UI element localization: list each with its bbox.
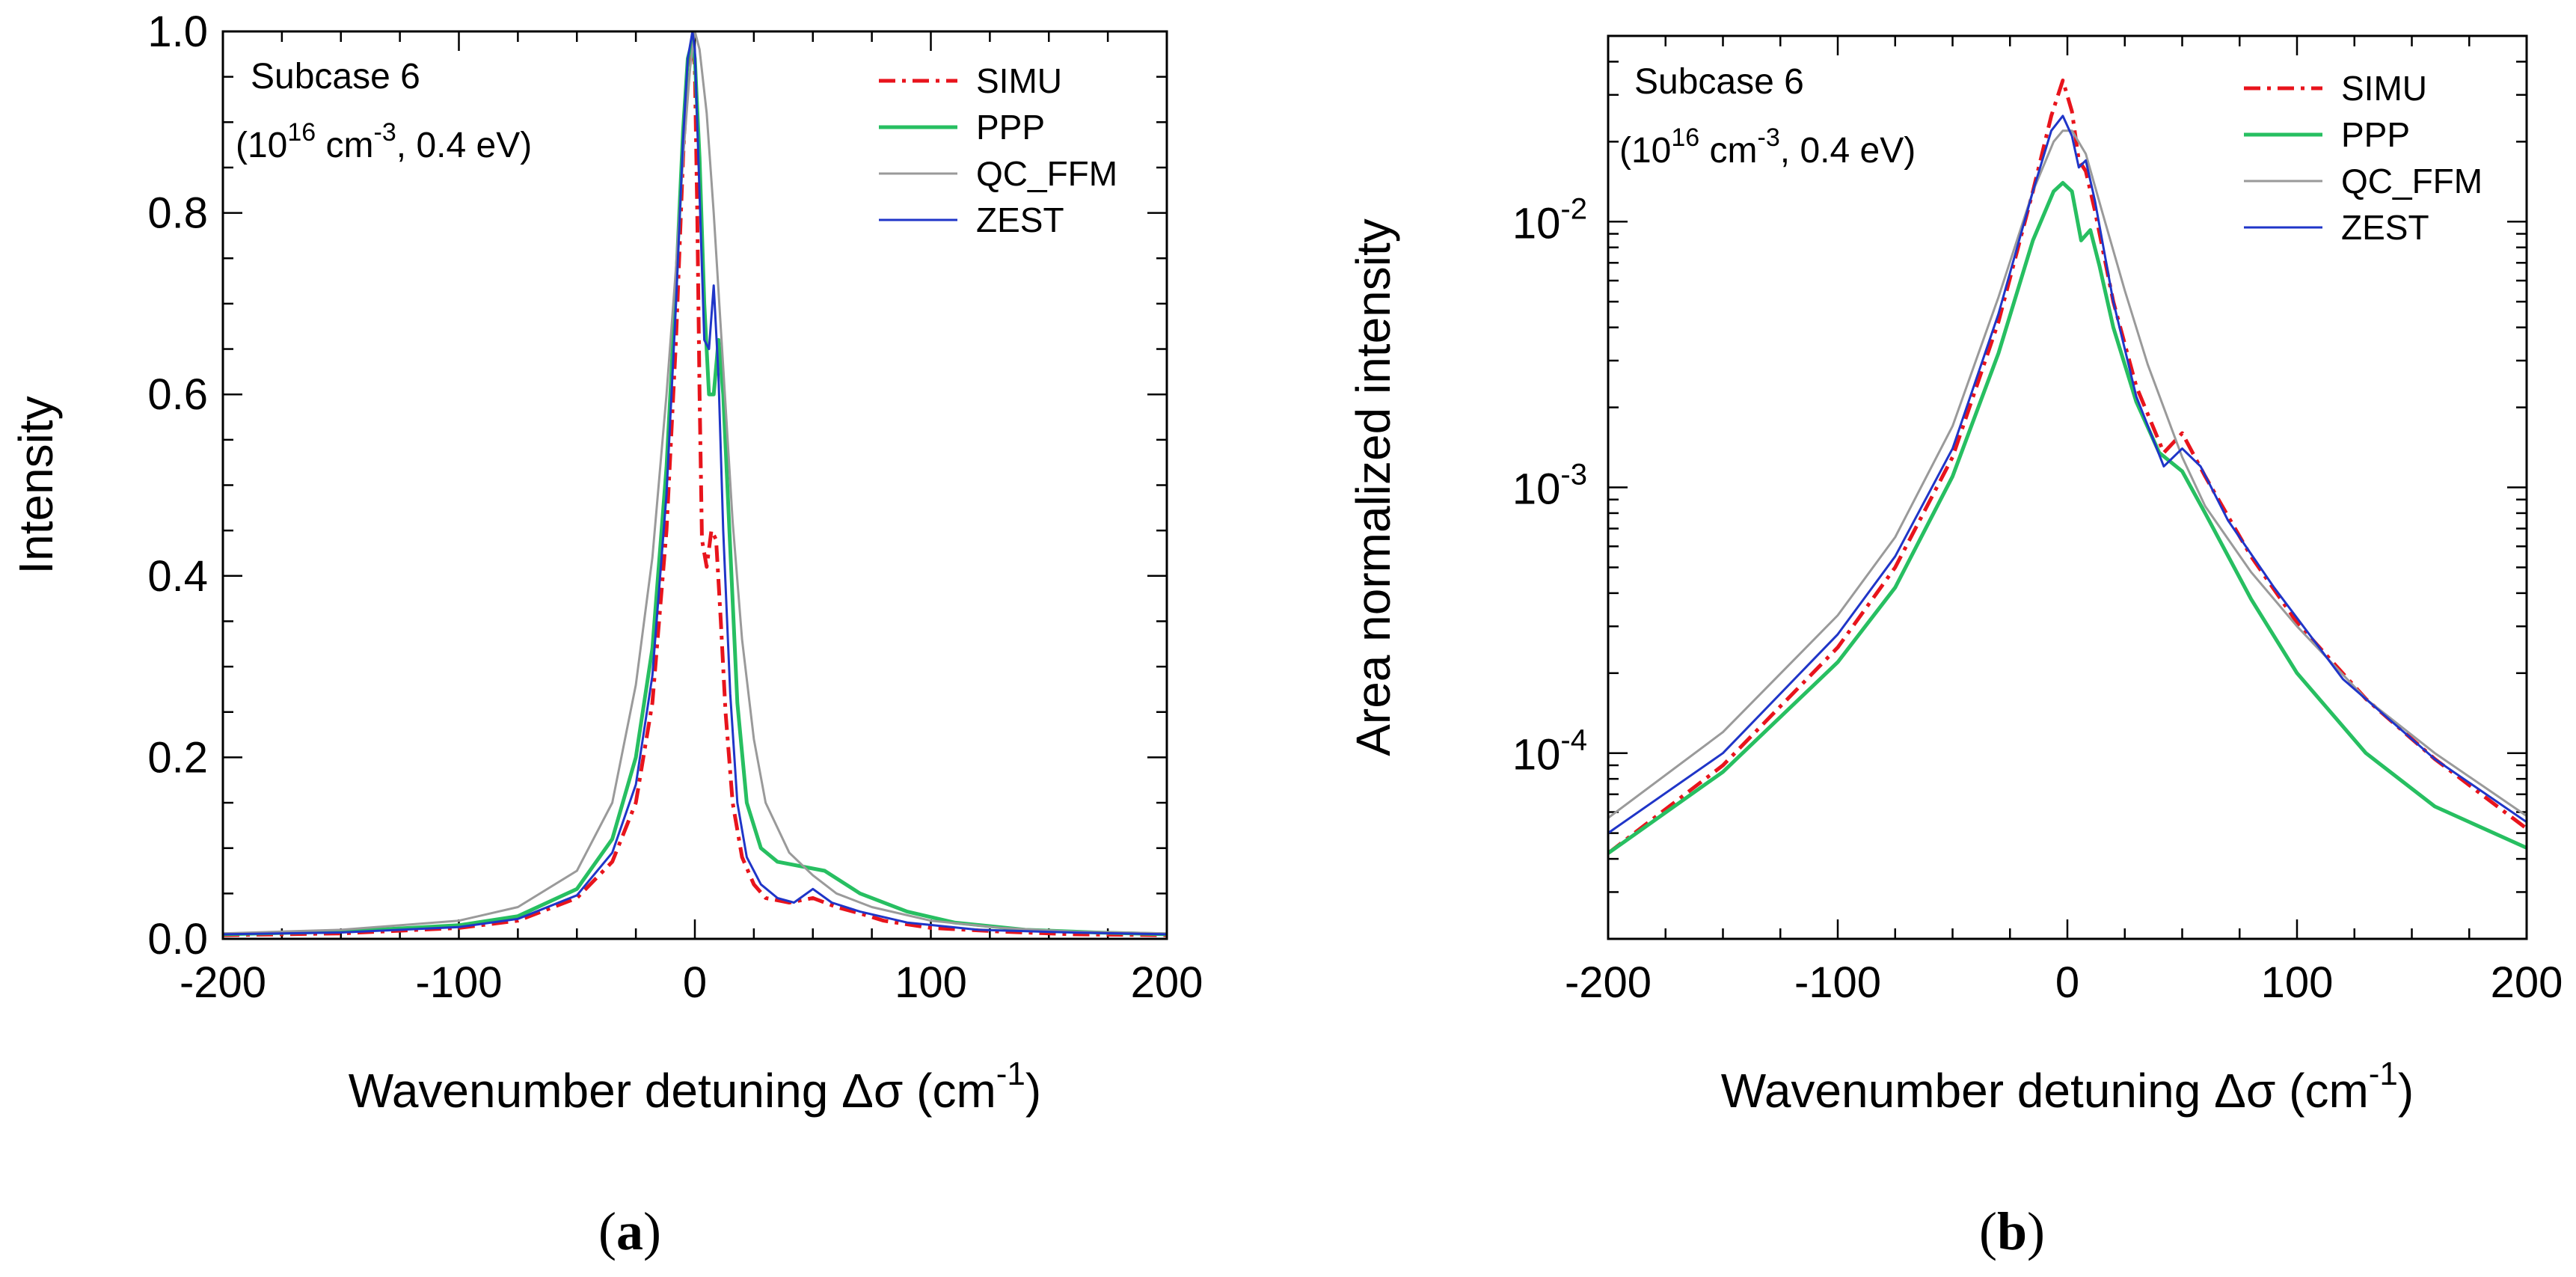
legend-label: ZEST: [976, 200, 1064, 239]
text-span: -2: [1560, 192, 1587, 225]
text-span: (: [2275, 1064, 2304, 1118]
text-span: ): [1025, 1064, 1041, 1118]
series-line-zest: [223, 31, 1167, 936]
text-span: -3: [1560, 459, 1587, 491]
text-span: ,: [1780, 131, 1800, 171]
series-line-ppp: [1608, 180, 2527, 855]
text-span: b: [1997, 1201, 2027, 1261]
x-tick-label: 0: [2055, 958, 2079, 1007]
text-span: (: [1979, 1201, 1997, 1261]
x-tick-label: 200: [2491, 958, 2563, 1007]
annotation-conditions: (1016 cm-3, 0.4 eV): [1619, 123, 1916, 171]
y-tick-label: 10-3: [1512, 459, 1587, 514]
text-span: ,: [396, 126, 417, 165]
x-tick-label: 200: [1131, 958, 1203, 1007]
text-span: 10: [248, 126, 287, 165]
x-tick-label: -200: [1565, 958, 1652, 1007]
text-span: ): [643, 1201, 661, 1261]
legend-label: QC_FFM: [976, 154, 1117, 193]
series-line-zest: [1608, 114, 2527, 834]
text-span: ): [2398, 1064, 2414, 1118]
text-span: 16: [287, 118, 316, 147]
text-span: Δσ: [2214, 1064, 2275, 1118]
legend-label: PPP: [976, 108, 1045, 147]
x-tick-label: 100: [2261, 958, 2334, 1007]
text-span: cm: [1699, 131, 1757, 171]
series-line-simu: [223, 38, 1167, 937]
text-span: 0.4 eV: [1800, 131, 1904, 171]
text-span: 0.4 eV: [416, 126, 520, 165]
text-span: (: [1619, 131, 1631, 171]
x-tick-label: -100: [1794, 958, 1881, 1007]
x-tick-label: 100: [895, 958, 967, 1007]
y-tick-label: 0.6: [147, 370, 208, 419]
text-span: -3: [374, 118, 396, 147]
annotation-title: Subcase 6: [251, 57, 420, 97]
text-span: Wavenumber detuning: [349, 1064, 841, 1118]
text-span: cm: [316, 126, 373, 165]
text-span: ): [520, 126, 532, 165]
series-line-qc-ffm: [223, 31, 1167, 935]
annotation-conditions: (1016 cm-3, 0.4 eV): [236, 118, 532, 165]
text-span: 10: [1631, 131, 1671, 171]
text-span: -1: [2369, 1056, 2398, 1092]
panel-caption: (b): [1979, 1201, 2045, 1261]
x-tick-label: -100: [415, 958, 502, 1007]
y-tick-label: 10-2: [1512, 192, 1587, 248]
x-tick-label: 0: [683, 958, 707, 1007]
y-axis-title: Area normalized intensity: [1346, 218, 1400, 756]
y-tick-label: 10-4: [1512, 724, 1587, 780]
legend-label: QC_FFM: [2341, 162, 2483, 200]
text-span: ): [2027, 1201, 2045, 1261]
series-line-qc-ffm: [1608, 129, 2527, 819]
text-span: -1: [996, 1056, 1025, 1092]
legend-label: SIMU: [2341, 69, 2427, 108]
legend-label: SIMU: [976, 61, 1062, 100]
text-span: -3: [1758, 123, 1780, 152]
series-group: [1608, 79, 2527, 855]
y-tick-label: 1.0: [147, 7, 208, 56]
y-tick-label: 0.0: [147, 915, 208, 964]
series-group: [223, 31, 1167, 937]
text-span: cm: [932, 1064, 996, 1118]
annotation-title: Subcase 6: [1634, 62, 1804, 102]
text-span: 10: [1512, 465, 1561, 514]
text-span: 10: [1512, 731, 1561, 780]
y-tick-label: 0.2: [147, 733, 208, 782]
text-span: (: [236, 126, 248, 165]
x-axis-title: Wavenumber detuning Δσ (cm-1): [1721, 1056, 2414, 1118]
series-line-simu: [1608, 79, 2527, 855]
text-span: (: [598, 1201, 616, 1261]
text-span: a: [616, 1201, 643, 1261]
y-tick-label: 0.8: [147, 189, 208, 238]
plot-frame: [221, 30, 1168, 940]
panel-a: -200 -100 0 100 200 0.0 0.2 0.4 0.6 0.8 1.0 Subcase…: [9, 7, 1203, 1261]
text-span: Wavenumber detuning: [1721, 1064, 2214, 1118]
text-span: Δσ: [841, 1064, 903, 1118]
text-span: cm: [2304, 1064, 2368, 1118]
y-axis-title: Intensity: [9, 396, 63, 574]
x-tick-label: -200: [180, 958, 266, 1007]
text-span: 10: [1512, 199, 1561, 248]
text-span: ): [1904, 131, 1916, 171]
series-line-ppp: [223, 38, 1167, 937]
text-span: (: [903, 1064, 932, 1118]
x-axis-title: Wavenumber detuning Δσ (cm-1): [349, 1056, 1041, 1118]
legend-label: ZEST: [2341, 208, 2429, 247]
text-span: -4: [1560, 724, 1587, 757]
y-tick-label: 0.4: [147, 552, 208, 601]
text-span: 16: [1671, 123, 1699, 152]
legend-label: PPP: [2341, 115, 2410, 154]
plot-frame: [1607, 34, 2528, 940]
panel-caption: (a): [598, 1201, 661, 1261]
